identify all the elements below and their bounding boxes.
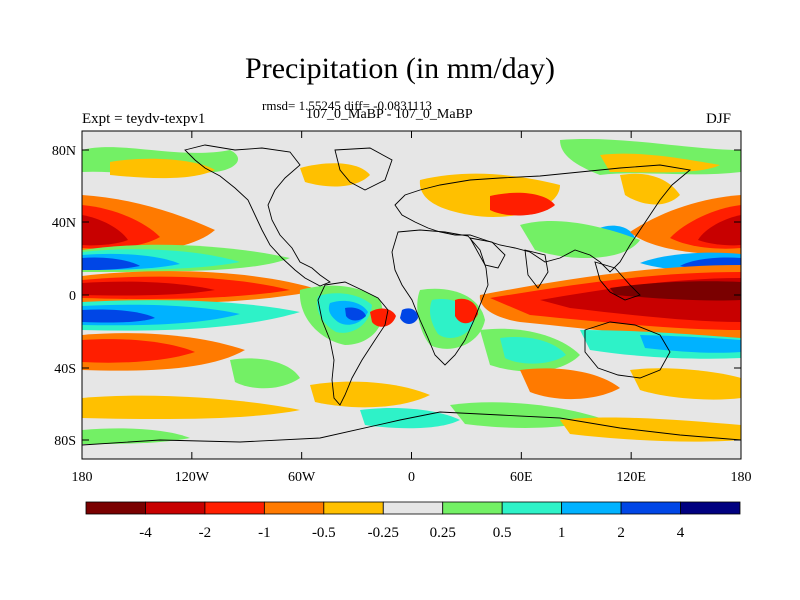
y-tick-label: 40S	[54, 362, 76, 377]
colorbar-swatch	[620, 501, 681, 515]
patch-orange-south-atl	[310, 381, 430, 408]
colorbar-swatch	[85, 501, 146, 515]
patch-green-spac-mid	[230, 358, 300, 389]
colorbar-label: -0.25	[368, 525, 399, 541]
colorbar-label: 2	[617, 525, 625, 541]
experiment-label: Expt = teydv-texpv1	[82, 111, 206, 127]
period-line: 107_0_MaBP - 107_0_MaBP	[306, 107, 473, 122]
colorbar-swatch	[561, 501, 622, 515]
colorbar-swatch	[323, 501, 384, 515]
patch-navy-atlantic	[400, 308, 418, 324]
colorbar-label: 0.5	[493, 525, 512, 541]
patch-orange-south-indian	[520, 368, 620, 400]
stats-line: rmsd= 1.55245 diff= -0.0831113	[262, 98, 432, 113]
colorbar-swatch	[382, 501, 444, 515]
colorbar-label: -1	[258, 525, 271, 541]
colorbar-label: -4	[139, 525, 152, 541]
colorbar-label: 0.25	[430, 525, 456, 541]
x-tick-label: 120W	[175, 470, 210, 485]
patch-darkred-npac-east	[698, 215, 741, 246]
patch-darkred-equator-west	[82, 281, 215, 296]
patch-orange-siberia	[620, 173, 680, 205]
patch-red-africa	[455, 298, 478, 324]
patch-orange-arctic-west	[110, 158, 215, 179]
patch-navy-npac	[82, 257, 140, 270]
patch-green-asia	[520, 220, 640, 259]
patch-orange-southern-ocean	[82, 395, 300, 420]
patch-red-atlantic-eq	[370, 308, 396, 327]
coast-greenland	[334, 147, 393, 191]
patch-orange-south-pac-east	[630, 368, 741, 400]
patch-red-asia	[490, 192, 555, 216]
map-field	[82, 131, 741, 459]
coast-south-america	[317, 281, 389, 406]
colorbar-swatch	[501, 501, 563, 515]
patch-navy-south-eq-west	[82, 309, 155, 323]
patch-darkred-npac-west	[82, 215, 128, 246]
y-tick-label: 40N	[52, 216, 76, 231]
longitude-axis: 180 120W 60W 0 60E 120E 180	[72, 131, 752, 485]
latitude-axis: 80N 40N 0 40S 80S	[52, 144, 741, 449]
coast-india	[524, 249, 549, 289]
x-tick-label: 60W	[288, 470, 316, 485]
season-label: DJF	[706, 111, 732, 127]
plot-title: Precipitation (in mm/day)	[245, 52, 555, 85]
patch-blue-eq-south-east	[640, 335, 741, 353]
colorbar-swatch	[263, 501, 325, 515]
coast-north-america	[184, 144, 331, 287]
patch-red-spac-west	[82, 339, 195, 363]
colorbar-label: 4	[677, 525, 685, 541]
y-tick-label: 80N	[52, 144, 76, 159]
colorbar-label: 1	[558, 525, 566, 541]
patch-navy-samerica	[345, 307, 366, 321]
colorbar: -4 -2 -1 -0.5 -0.25 0.25 0.5 1 2 4	[85, 501, 741, 541]
y-tick-label: 0	[69, 289, 76, 304]
colorbar-swatch	[442, 501, 503, 515]
patch-cyan-indian	[500, 336, 566, 364]
colorbar-label: -0.5	[312, 525, 336, 541]
coastlines	[82, 144, 741, 446]
colorbar-swatch	[204, 501, 265, 515]
patch-orange-arctic-east	[600, 153, 720, 173]
x-tick-label: 120E	[616, 470, 646, 485]
patch-orange-antarctic	[560, 417, 741, 442]
patch-maroon-eq-east	[610, 281, 741, 301]
colorbar-label: -2	[199, 525, 212, 541]
x-tick-label: 60E	[510, 470, 533, 485]
patch-orange-atlantic-north	[300, 163, 370, 187]
coast-arabia	[469, 237, 506, 269]
coast-antarctica	[82, 411, 741, 446]
colorbar-swatch	[680, 501, 741, 515]
x-tick-label: 180	[731, 470, 752, 485]
coast-australia	[584, 321, 671, 379]
colorbar-swatch	[145, 501, 206, 515]
y-tick-label: 80S	[54, 434, 76, 449]
x-tick-label: 0	[408, 470, 415, 485]
coast-se-asia	[594, 261, 641, 301]
x-tick-label: 180	[72, 470, 93, 485]
